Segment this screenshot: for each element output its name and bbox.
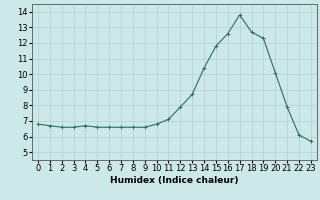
- X-axis label: Humidex (Indice chaleur): Humidex (Indice chaleur): [110, 176, 239, 185]
